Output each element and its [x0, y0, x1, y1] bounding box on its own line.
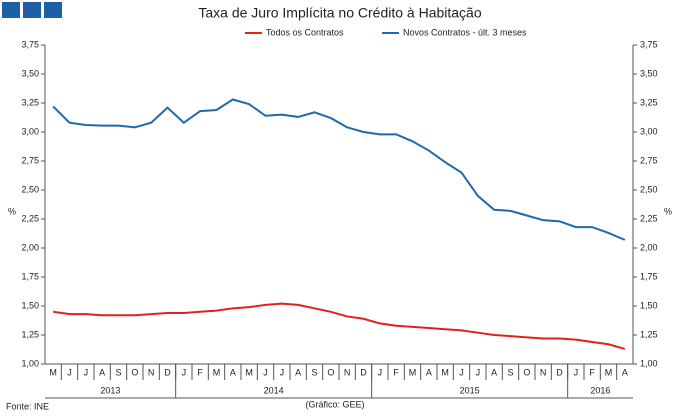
y2-tick-label: 2,75 [640, 155, 658, 165]
y-tick-label: 2,50 [21, 184, 39, 194]
x-tick-label: A [230, 367, 236, 377]
logo-block [23, 2, 41, 18]
y2-tick-label: 3,75 [640, 39, 658, 49]
y2-tick-label: 3,25 [640, 97, 658, 107]
x-tick-label: J [84, 367, 89, 377]
x-tick-label: M [213, 367, 221, 377]
y-tick-label: 1,50 [21, 300, 39, 310]
year-label: 2016 [590, 385, 610, 395]
x-tick-label: F [197, 367, 203, 377]
chart-title: Taxa de Juro Implícita no Crédito à Habi… [198, 5, 481, 21]
x-tick-label: F [393, 367, 399, 377]
x-tick-label: N [148, 367, 155, 377]
y2-tick-label: 3,50 [640, 68, 658, 78]
y-tick-label: 2,00 [21, 242, 39, 252]
x-tick-label: M [245, 367, 253, 377]
y-tick-label: 3,50 [21, 68, 39, 78]
y2-tick-label: 2,50 [640, 184, 658, 194]
y2-axis-label: % [664, 206, 672, 216]
x-tick-label: D [556, 367, 563, 377]
y2-tick-label: 2,00 [640, 242, 658, 252]
x-tick-label: O [131, 367, 138, 377]
x-tick-label: N [344, 367, 351, 377]
year-label: 2013 [100, 385, 120, 395]
x-tick-label: J [459, 367, 464, 377]
credit: (Gráfico: GEE) [305, 399, 364, 409]
x-tick-label: J [182, 367, 187, 377]
x-tick-label: O [327, 367, 334, 377]
x-tick-label: O [523, 367, 530, 377]
x-tick-label: J [280, 367, 285, 377]
x-tick-label: A [99, 367, 105, 377]
x-tick-label: D [164, 367, 171, 377]
x-tick-label: A [426, 367, 432, 377]
y-tick-label: 3,75 [21, 39, 39, 49]
y-tick-label: 2,75 [21, 155, 39, 165]
x-tick-label: J [574, 367, 579, 377]
y2-tick-label: 1,50 [640, 300, 658, 310]
x-tick-label: J [263, 367, 268, 377]
x-tick-label: S [115, 367, 121, 377]
y2-tick-label: 1,75 [640, 271, 658, 281]
x-tick-label: N [540, 367, 547, 377]
x-tick-label: A [622, 367, 628, 377]
logo-block [44, 2, 62, 18]
x-tick-label: J [67, 367, 72, 377]
y2-tick-label: 1,25 [640, 329, 658, 339]
x-tick-label: M [605, 367, 613, 377]
legend-label: Todos os Contratos [266, 27, 344, 37]
legend-label: Novos Contratos - últ. 3 meses [403, 27, 527, 37]
year-label: 2014 [264, 385, 284, 395]
y-tick-label: 2,25 [21, 213, 39, 223]
y-tick-label: 1,00 [21, 358, 39, 368]
y-tick-label: 3,00 [21, 126, 39, 136]
x-tick-label: M [409, 367, 417, 377]
series-line [52, 98, 626, 241]
year-label: 2015 [460, 385, 480, 395]
source: Fonte: INE [6, 401, 49, 411]
x-tick-label: J [476, 367, 481, 377]
x-tick-label: A [491, 367, 497, 377]
y-tick-label: 1,25 [21, 329, 39, 339]
y2-tick-label: 3,00 [640, 126, 658, 136]
logo-block [2, 2, 20, 18]
x-tick-label: A [295, 367, 301, 377]
y-axis-label: % [8, 206, 16, 216]
x-tick-label: S [507, 367, 513, 377]
x-tick-label: J [378, 367, 383, 377]
y-tick-label: 3,25 [21, 97, 39, 107]
y-tick-label: 1,75 [21, 271, 39, 281]
y2-tick-label: 1,00 [640, 358, 658, 368]
x-tick-label: M [49, 367, 57, 377]
x-tick-label: S [311, 367, 317, 377]
series-line [53, 302, 626, 350]
x-tick-label: D [360, 367, 367, 377]
x-tick-label: M [441, 367, 449, 377]
x-tick-label: F [589, 367, 595, 377]
y2-tick-label: 2,25 [640, 213, 658, 223]
